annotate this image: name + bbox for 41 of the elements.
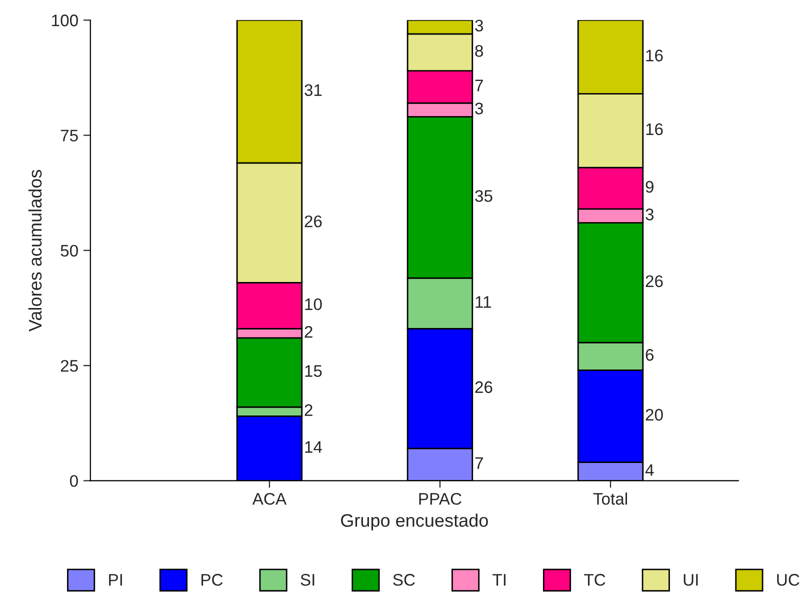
legend-label: UC — [777, 574, 800, 586]
y-tick-label: 100 — [52, 14, 78, 26]
data-label: 16 — [646, 123, 663, 136]
data-label: 14 — [305, 441, 322, 453]
x-tick-label: Total — [593, 492, 627, 505]
x-tick-label: ACA — [252, 492, 287, 505]
data-label: 9 — [646, 180, 654, 193]
data-label: 35 — [475, 190, 492, 202]
data-label: 20 — [646, 408, 663, 421]
data-label: 7 — [475, 457, 483, 469]
legend-label: SC — [393, 574, 415, 586]
data-label: 31 — [304, 84, 322, 96]
y-tick-label: 50 — [60, 244, 78, 257]
data-label: 2 — [304, 404, 312, 416]
data-label: 15 — [305, 365, 322, 377]
data-label: 3 — [646, 208, 654, 220]
y-tick-label: 75 — [60, 130, 78, 142]
data-label: 16 — [646, 50, 663, 62]
y-tick-label: 0 — [70, 475, 78, 487]
data-label: 6 — [646, 349, 654, 361]
data-label: 11 — [476, 296, 491, 308]
legend-label: UI — [684, 574, 698, 586]
data-label: 10 — [305, 298, 322, 310]
y-tick-label: 25 — [60, 360, 78, 372]
x-tick-label: PPAC — [419, 492, 462, 505]
y-axis-title: Valores acumulados — [28, 170, 42, 332]
legend-label: SI — [300, 574, 314, 586]
data-label: 3 — [475, 20, 483, 32]
data-label: 7 — [475, 80, 483, 92]
legend-label: PI — [109, 574, 122, 586]
legend-label: PC — [202, 574, 223, 586]
data-label: 26 — [304, 215, 322, 228]
data-label: 8 — [475, 45, 484, 57]
legend-label: TC — [584, 574, 606, 586]
data-label: 3 — [475, 102, 483, 114]
legend-label: TI — [492, 574, 506, 586]
data-label: 4 — [645, 464, 654, 476]
data-label: 26 — [475, 381, 492, 394]
data-label: 26 — [646, 275, 663, 288]
x-axis-title: Grupo encuestado — [341, 514, 488, 530]
data-label: 2 — [304, 326, 312, 338]
